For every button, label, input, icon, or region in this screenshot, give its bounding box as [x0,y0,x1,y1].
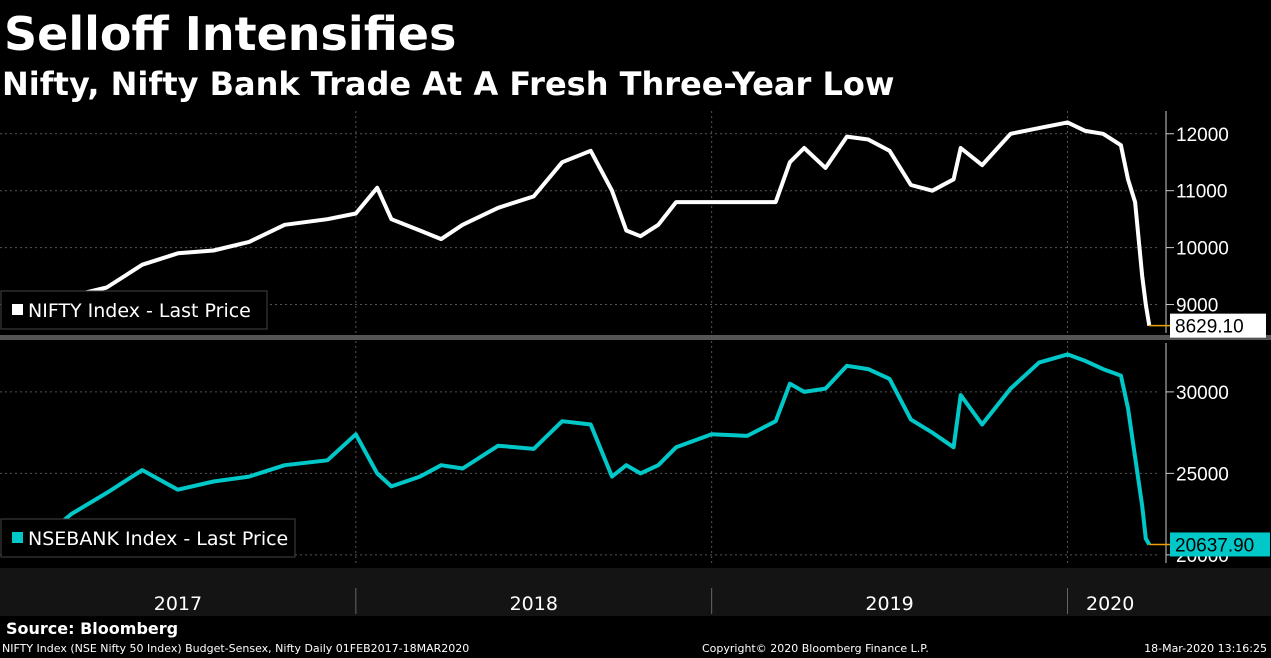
last-price-box [1170,313,1266,338]
y-tick-label: 10000 [1176,239,1229,260]
x-tick-label: 2017 [154,593,202,615]
chart-subtitle: Nifty, Nifty Bank Trade At A Fresh Three… [2,65,895,103]
x-axis-labels: 2017 2018 2019 2020 [154,588,1134,615]
legend-label: NSEBANK Index - Last Price [28,528,288,550]
axes: 1200011000100009000300002500020000 [1165,111,1229,567]
legend-label: NIFTY Index - Last Price [28,300,251,322]
y-tick-label: 9000 [1176,296,1218,317]
y-tick-label: 11000 [1176,182,1227,203]
chart-title: Selloff Intensifies [4,7,457,61]
footer-bar: NIFTY Index (NSE Nifty 50 Index) Budget-… [0,640,1271,658]
chart-area: 1200011000100009000300002500020000 8629.… [0,111,1271,616]
nifty-line [27,120,1152,327]
footer-copyright: Copyright© 2020 Bloomberg Finance L.P. [702,642,929,655]
legend-box [0,518,296,558]
last-price-label: 8629.10 [1175,317,1244,338]
footer-left-text: NIFTY Index (NSE Nifty 50 Index) Budget-… [2,642,470,655]
y-tick-label: 12000 [1176,125,1229,146]
legend-box [0,290,268,330]
x-tick-label: 2019 [865,593,913,615]
panel-divider[interactable] [0,335,1271,340]
x-axis-band [0,568,1271,616]
x-tick-label: 2020 [1086,593,1134,615]
x-tick-label: 2018 [510,593,558,615]
gridlines [0,111,1160,566]
legends: NIFTY Index - Last Price NSEBANK Index - … [0,290,296,558]
nsebank-line [27,352,1152,552]
y-tick-label: 25000 [1176,464,1229,485]
legend-swatch [12,532,23,543]
last-price-label: 20637.90 [1175,535,1254,556]
legend-swatch [12,304,23,315]
y-tick-label: 30000 [1176,383,1229,404]
series-group: 8629.10 20637.90 [27,120,1270,557]
last-price-box [1170,532,1270,557]
footer-timestamp: 18-Mar-2020 13:16:25 [1144,642,1267,655]
source-note: Source: Bloomberg [6,619,179,638]
